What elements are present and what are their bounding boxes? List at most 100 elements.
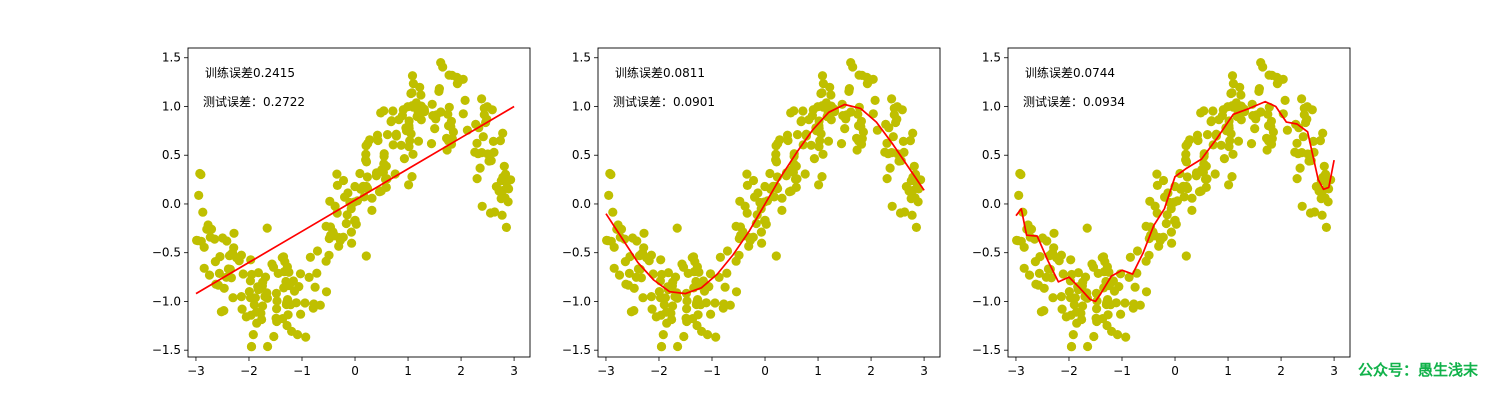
scatter-point	[1155, 235, 1165, 245]
scatter-point	[237, 304, 247, 314]
scatter-point	[1228, 149, 1238, 159]
scatter-point	[1236, 115, 1246, 125]
scatter-point	[379, 149, 389, 159]
scatter-point	[740, 201, 750, 211]
chart-panel-1: −3 −2 −1 0 1 2 3 1.5 1.0 0.5 0.0 −0.5 −1.0 −1.5 训练误差0.…	[152, 47, 531, 378]
scatter-point	[252, 318, 262, 328]
scatter-point	[1064, 287, 1074, 297]
scatter-point	[503, 197, 513, 207]
scatter-point	[715, 252, 726, 262]
scatter-point	[656, 342, 667, 352]
scatter-point	[814, 180, 824, 190]
scatter-point	[881, 119, 891, 129]
scatter-point	[1130, 282, 1140, 292]
scatter-point	[742, 208, 752, 218]
scatter-point	[678, 262, 689, 272]
scatter-point	[1219, 154, 1229, 164]
scatter-point	[816, 88, 826, 99]
scatter-point	[399, 154, 409, 164]
scatter-point	[892, 102, 902, 112]
scatter-point	[1323, 197, 1333, 207]
scatter-point	[646, 292, 657, 302]
x-tick-label: 2	[867, 364, 875, 378]
scatter-point	[1216, 140, 1226, 150]
scatter-point	[1135, 300, 1145, 310]
scatter-point	[1019, 263, 1029, 273]
scatter-point	[756, 227, 767, 237]
scatter-point	[499, 161, 509, 171]
scatter-point	[722, 268, 732, 278]
scatter-point	[654, 287, 665, 297]
scatter-point	[244, 287, 254, 297]
x-tick-label: 0	[1171, 364, 1179, 378]
scatter-point	[269, 331, 279, 342]
scatter-point	[1181, 155, 1191, 165]
scatter-point	[797, 116, 807, 126]
scatter-point	[1303, 149, 1313, 159]
x-tick-label: −1	[1113, 364, 1131, 378]
scatter-point	[1066, 342, 1077, 352]
scatter-point	[710, 298, 720, 308]
scatter-point	[814, 142, 824, 152]
scatter-point	[1152, 169, 1162, 179]
scatter-point	[1024, 270, 1035, 280]
scatter-point	[614, 270, 625, 280]
scatter-point	[626, 307, 637, 317]
scatter-point	[1152, 180, 1162, 190]
scatter-point	[720, 282, 730, 292]
scatter-point	[1202, 130, 1213, 140]
scatter-point	[1223, 102, 1233, 112]
axes-frame	[187, 47, 531, 358]
fit-line	[605, 103, 925, 295]
x-tick-label: −2	[1060, 364, 1078, 378]
scatter-point	[682, 296, 692, 306]
scatter-point	[658, 330, 668, 340]
scatter-point	[1302, 102, 1312, 112]
scatter-point	[836, 139, 847, 149]
scatter-point	[1102, 298, 1112, 308]
scatter-point	[406, 88, 416, 99]
scatter-point	[1183, 138, 1193, 149]
scatter-point	[631, 272, 641, 282]
scatter-point	[416, 90, 426, 100]
scatter-point	[203, 220, 213, 230]
scatter-point	[1187, 205, 1197, 215]
scatter-point	[852, 133, 862, 143]
scatter-point	[786, 186, 796, 196]
x-tick-label: −3	[187, 364, 205, 378]
scatter-point	[283, 310, 293, 320]
y-tick-label: −1.0	[562, 294, 591, 308]
scatter-point	[438, 62, 448, 72]
scatter-point	[662, 318, 672, 328]
scatter-point	[1228, 79, 1238, 89]
scatter-point	[1141, 287, 1152, 297]
scatter-point	[407, 71, 418, 81]
scatter-point	[602, 235, 612, 245]
scatter-point	[823, 136, 834, 146]
x-tick-label: 3	[510, 364, 518, 378]
scatter-point	[388, 106, 398, 116]
scatter-point	[404, 116, 414, 126]
scatter-point	[277, 253, 287, 263]
scatter-point	[340, 192, 350, 202]
scatter-point	[485, 208, 496, 218]
scatter-point	[697, 326, 707, 336]
scatter-point	[403, 102, 413, 112]
x-tick-label: 3	[920, 364, 928, 378]
scatter-point	[1227, 71, 1238, 81]
scatter-point	[1066, 310, 1076, 320]
scatter-point	[1210, 169, 1220, 179]
y-tick-label: 1.0	[982, 99, 1001, 113]
test-error-annotation: 测试误差：0.2722	[203, 94, 305, 109]
scatter-point	[387, 116, 397, 126]
scatter-point	[1128, 303, 1138, 313]
scatter-point	[722, 246, 733, 256]
axes-frame	[597, 47, 941, 358]
scatter-point	[408, 149, 418, 159]
scatter-point	[1211, 131, 1221, 141]
scatter-point	[262, 288, 272, 298]
scatter-point	[1254, 86, 1264, 96]
scatter-point	[1097, 253, 1107, 263]
scatter-point	[718, 303, 728, 313]
scatter-point	[443, 109, 453, 119]
